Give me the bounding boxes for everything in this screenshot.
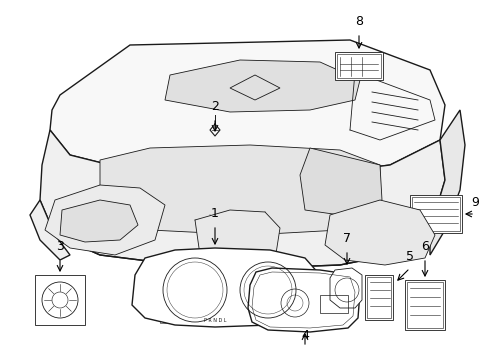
Polygon shape [329, 268, 361, 308]
Polygon shape [40, 130, 444, 268]
Bar [364, 275, 392, 320]
Text: 8: 8 [354, 15, 362, 28]
Polygon shape [60, 200, 138, 242]
Bar [411, 197, 459, 231]
Polygon shape [164, 60, 359, 112]
Polygon shape [247, 268, 359, 332]
Polygon shape [100, 145, 379, 235]
Bar [366, 277, 390, 318]
Bar [336, 54, 380, 78]
Polygon shape [195, 210, 280, 270]
Text: 7: 7 [342, 232, 350, 245]
Text: 5: 5 [405, 250, 413, 263]
Polygon shape [429, 110, 464, 255]
Bar [406, 282, 442, 328]
Bar [160, 313, 269, 323]
Text: 4: 4 [301, 329, 308, 342]
Polygon shape [45, 185, 164, 255]
Bar [409, 195, 461, 233]
Text: 2: 2 [211, 100, 219, 113]
Polygon shape [299, 148, 381, 215]
Polygon shape [325, 200, 434, 265]
Text: 1: 1 [211, 207, 219, 220]
Polygon shape [50, 40, 444, 178]
Polygon shape [30, 200, 70, 260]
Text: 6: 6 [420, 240, 428, 253]
Text: P R N D L: P R N D L [203, 318, 226, 323]
Text: 9: 9 [470, 196, 478, 209]
Bar [35, 275, 85, 325]
Bar [404, 280, 444, 330]
Bar [334, 52, 382, 80]
Polygon shape [132, 248, 319, 327]
Bar [319, 295, 347, 313]
Text: 3: 3 [56, 240, 64, 253]
